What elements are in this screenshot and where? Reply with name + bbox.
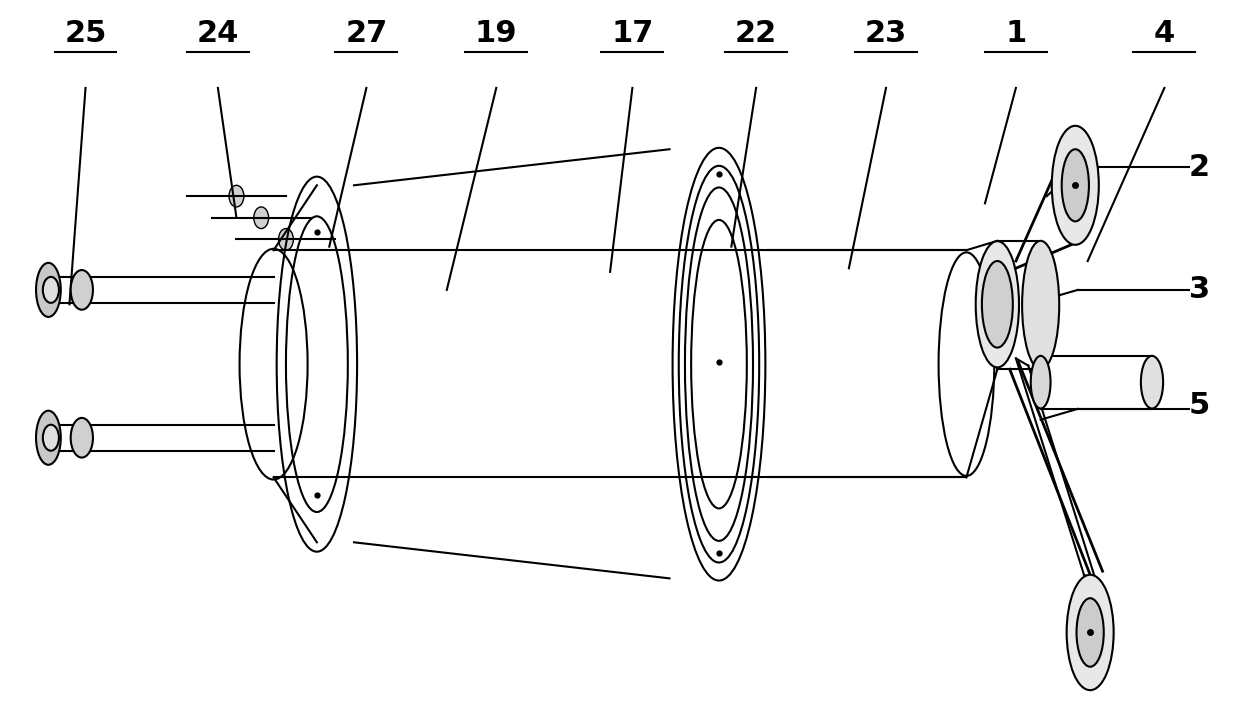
Text: 25: 25 — [64, 20, 107, 49]
Ellipse shape — [1076, 598, 1104, 667]
Ellipse shape — [254, 207, 269, 229]
Ellipse shape — [1030, 356, 1050, 408]
Ellipse shape — [1066, 575, 1114, 690]
Text: 3: 3 — [1189, 275, 1210, 304]
Ellipse shape — [976, 241, 1019, 367]
Ellipse shape — [1022, 241, 1059, 369]
Text: 17: 17 — [611, 20, 653, 49]
Ellipse shape — [71, 418, 93, 458]
Ellipse shape — [43, 425, 60, 451]
Ellipse shape — [1061, 149, 1089, 222]
Text: 27: 27 — [345, 20, 387, 49]
Ellipse shape — [36, 411, 61, 465]
Ellipse shape — [1141, 356, 1163, 408]
Ellipse shape — [982, 261, 1013, 348]
Ellipse shape — [279, 229, 294, 251]
Ellipse shape — [43, 277, 60, 303]
Ellipse shape — [71, 270, 93, 310]
Text: 24: 24 — [197, 20, 239, 49]
Text: 5: 5 — [1189, 391, 1210, 420]
Text: 4: 4 — [1153, 20, 1176, 49]
Text: 22: 22 — [735, 20, 777, 49]
Text: 1: 1 — [1006, 20, 1027, 49]
Text: 19: 19 — [475, 20, 517, 49]
Ellipse shape — [36, 263, 61, 317]
Text: 2: 2 — [1189, 153, 1210, 182]
Text: 23: 23 — [864, 20, 908, 49]
Ellipse shape — [229, 185, 244, 207]
Ellipse shape — [1052, 126, 1099, 245]
